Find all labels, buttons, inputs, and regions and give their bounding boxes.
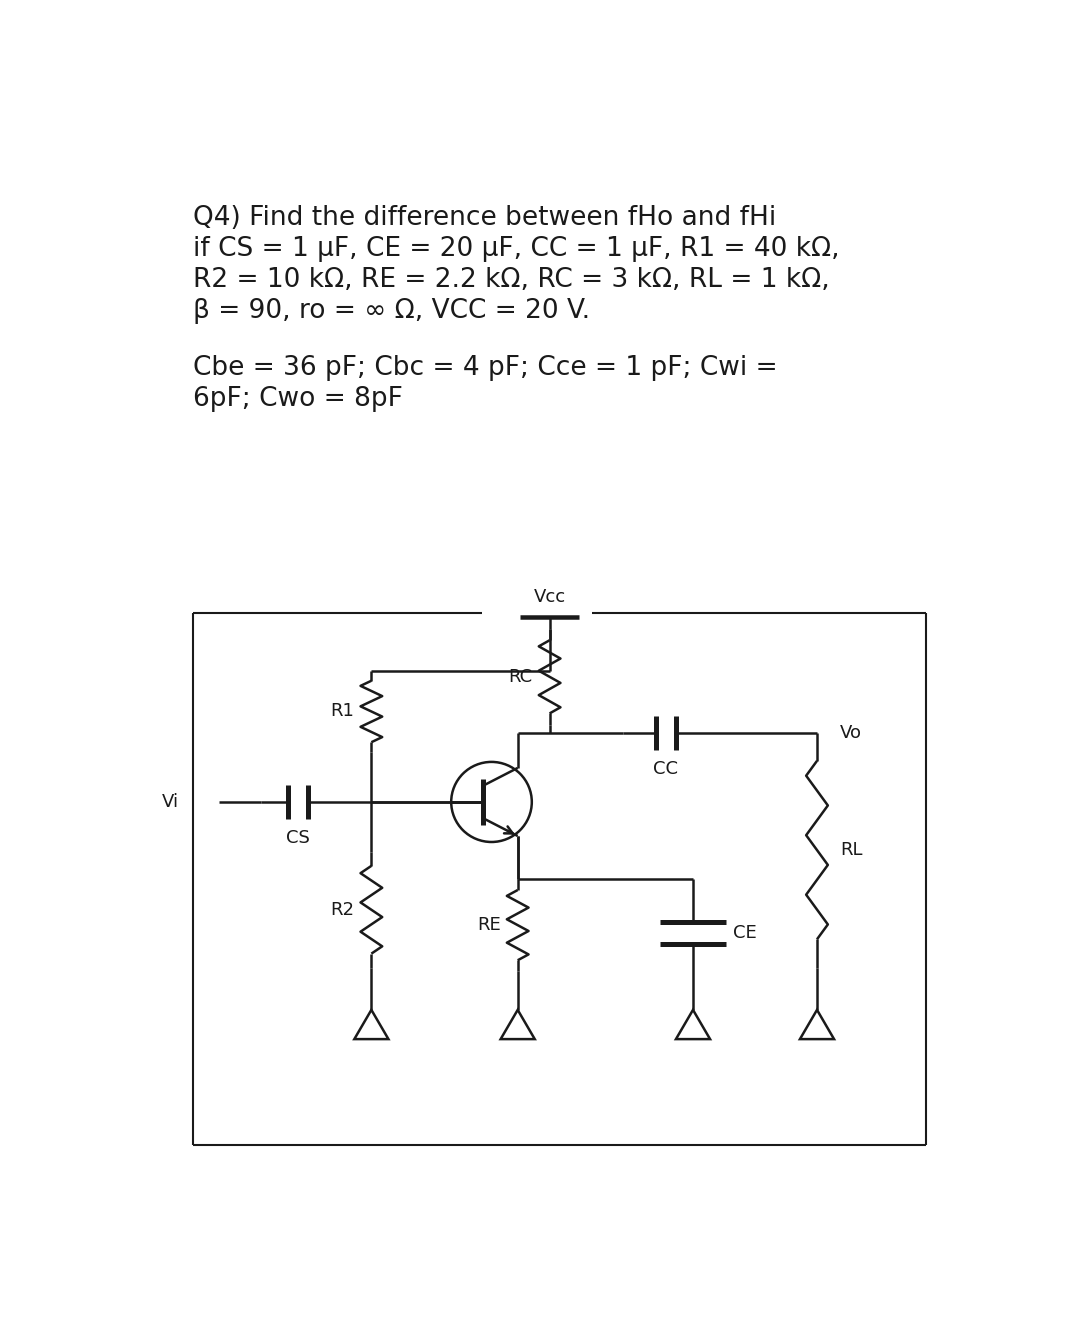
Text: Q4) Find the difference between fHo and fHi: Q4) Find the difference between fHo and … [193,205,777,231]
Text: CE: CE [733,924,757,942]
Text: β = 90, ro = ∞ Ω, VCC = 20 V.: β = 90, ro = ∞ Ω, VCC = 20 V. [193,298,591,323]
Text: Vcc: Vcc [534,587,566,606]
Text: R2: R2 [330,901,354,918]
Text: CC: CC [653,759,678,778]
Text: CS: CS [286,829,310,847]
Text: Cbe = 36 pF; Cbc = 4 pF; Cce = 1 pF; Cwi =: Cbe = 36 pF; Cbc = 4 pF; Cce = 1 pF; Cwi… [193,355,778,382]
Text: R2 = 10 kΩ, RE = 2.2 kΩ, RC = 3 kΩ, RL = 1 kΩ,: R2 = 10 kΩ, RE = 2.2 kΩ, RC = 3 kΩ, RL =… [193,266,829,293]
Text: Vi: Vi [162,792,179,811]
Text: if CS = 1 μF, CE = 20 μF, CC = 1 μF, R1 = 40 kΩ,: if CS = 1 μF, CE = 20 μF, CC = 1 μF, R1 … [193,236,840,262]
Text: RE: RE [477,916,501,934]
Text: RC: RC [509,668,532,686]
Text: RL: RL [840,841,863,859]
Text: Vo: Vo [840,723,862,742]
Text: R1: R1 [330,702,354,721]
Text: 6pF; Cwo = 8pF: 6pF; Cwo = 8pF [193,386,403,412]
